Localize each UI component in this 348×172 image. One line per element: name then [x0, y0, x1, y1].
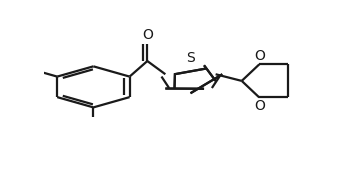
Text: S: S [186, 51, 195, 65]
Text: O: O [142, 29, 153, 42]
Text: O: O [254, 99, 265, 113]
Text: O: O [254, 49, 265, 63]
